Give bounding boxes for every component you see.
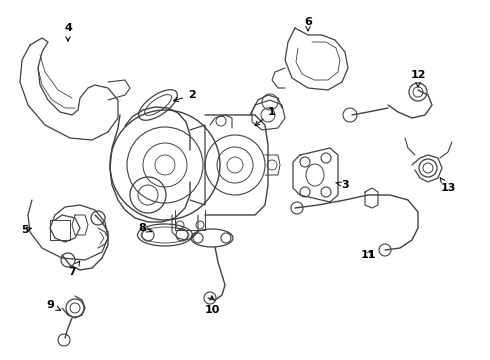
Text: 8: 8 — [138, 223, 151, 233]
Text: 11: 11 — [360, 250, 376, 260]
Text: 1: 1 — [255, 107, 276, 126]
Text: 9: 9 — [46, 300, 61, 310]
Text: 2: 2 — [173, 90, 196, 102]
Text: 12: 12 — [410, 70, 426, 87]
Text: 7: 7 — [68, 261, 80, 277]
Text: 13: 13 — [440, 178, 456, 193]
Text: 10: 10 — [204, 296, 220, 315]
Text: 3: 3 — [336, 180, 349, 190]
Text: 4: 4 — [64, 23, 72, 41]
Text: 5: 5 — [21, 225, 32, 235]
Text: 6: 6 — [304, 17, 312, 31]
